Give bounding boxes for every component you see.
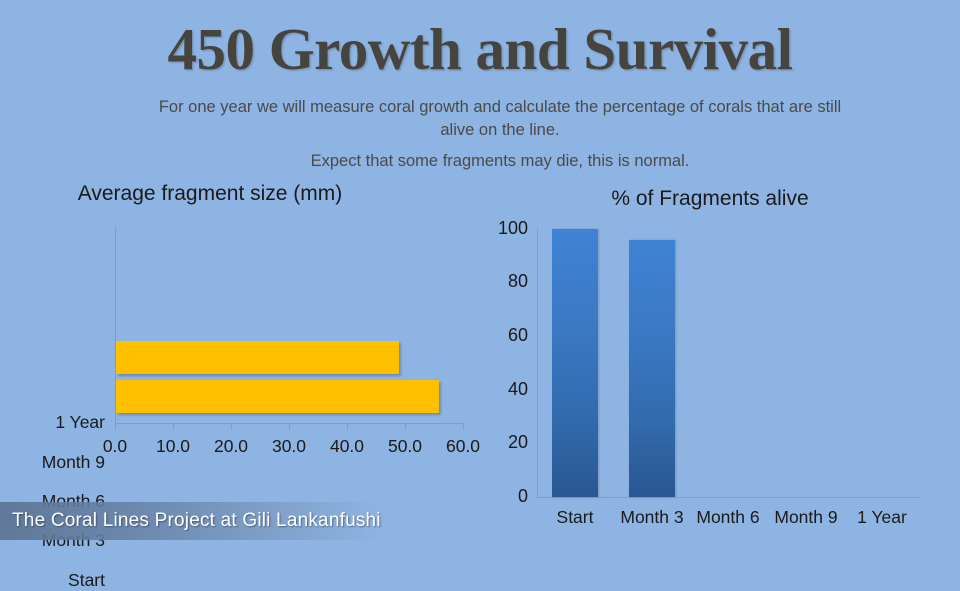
chart-left-xtick-label-20: 20.0 bbox=[213, 436, 249, 456]
chart-right-xtick-label-start: Start bbox=[556, 507, 594, 527]
chart-left-title: Average fragment size (mm) bbox=[77, 182, 343, 205]
chart-right-xtick-label-month-3: Month 3 bbox=[620, 507, 684, 527]
chart-left-category-start: Start bbox=[68, 570, 105, 590]
chart-left-bar-start[interactable] bbox=[116, 380, 439, 413]
chart-left-xtick-label-60: 60.0 bbox=[445, 436, 481, 456]
chart-right-ytick-label-60: 60 bbox=[507, 325, 528, 345]
chart-left-xtick-label-50: 50.0 bbox=[387, 436, 423, 456]
chart-right-xtick-label-month-6: Month 6 bbox=[696, 507, 760, 527]
page-title: 450 Growth and Survival bbox=[167, 16, 793, 82]
chart-left-xtick-label-40: 40.0 bbox=[329, 436, 365, 456]
subtitle-line-1: For one year we will measure coral growt… bbox=[158, 98, 842, 140]
chart-left-tick-20 bbox=[231, 423, 232, 430]
footer-text: The Coral Lines Project at Gili Lankanfu… bbox=[12, 510, 381, 531]
chart-left-category-month-9: Month 9 bbox=[41, 452, 105, 472]
chart-right-bar-start[interactable] bbox=[552, 229, 598, 497]
chart-right-xtick-label-1-year: 1 Year bbox=[857, 507, 907, 527]
chart-right-xtick-label-month-9: Month 9 bbox=[774, 507, 838, 527]
chart-left-y-axis-line bbox=[115, 227, 116, 423]
chart-right-ytick-label-100: 100 bbox=[497, 218, 528, 238]
chart-right-bar-month-3[interactable] bbox=[629, 240, 675, 497]
footer-band bbox=[0, 502, 445, 540]
chart-left-tick-40 bbox=[347, 423, 348, 430]
chart-left-category-1-year: 1 Year bbox=[55, 412, 105, 432]
chart-right-ytick-label-20: 20 bbox=[507, 432, 528, 452]
chart-left-xtick-label-10: 10.0 bbox=[155, 436, 191, 456]
chart-left-tick-30 bbox=[289, 423, 290, 430]
chart-right-y-axis-line bbox=[537, 228, 538, 498]
chart-left-xtick-label-0: 0.0 bbox=[102, 436, 128, 456]
slide-subtitle: For one year we will measure coral growt… bbox=[150, 96, 850, 180]
chart-left-tick-0 bbox=[115, 423, 116, 430]
chart-right-ytick-label-80: 80 bbox=[507, 271, 528, 291]
chart-right-title: % of Fragments alive bbox=[611, 187, 809, 210]
chart-right-x-axis-line bbox=[537, 497, 921, 498]
chart-left-tick-60 bbox=[463, 423, 464, 430]
subtitle-line-2: Expect that some fragments may die, this… bbox=[310, 151, 690, 170]
slide-canvas: 450 Growth and Survival For one year we … bbox=[0, 16, 960, 590]
chart-right-ytick-label-40: 40 bbox=[507, 379, 528, 399]
chart-right-ytick-label-0: 0 bbox=[517, 486, 528, 506]
chart-left-xtick-label-30: 30.0 bbox=[271, 436, 307, 456]
chart-percent-fragments-alive: % of Fragments alive bbox=[470, 185, 960, 540]
chart-left-tick-10 bbox=[173, 423, 174, 430]
chart-average-fragment-size: Average fragment size (mm) 1 Year Month … bbox=[0, 180, 500, 590]
chart-left-bar-month-3[interactable] bbox=[116, 341, 399, 374]
chart-left-tick-50 bbox=[405, 423, 406, 430]
